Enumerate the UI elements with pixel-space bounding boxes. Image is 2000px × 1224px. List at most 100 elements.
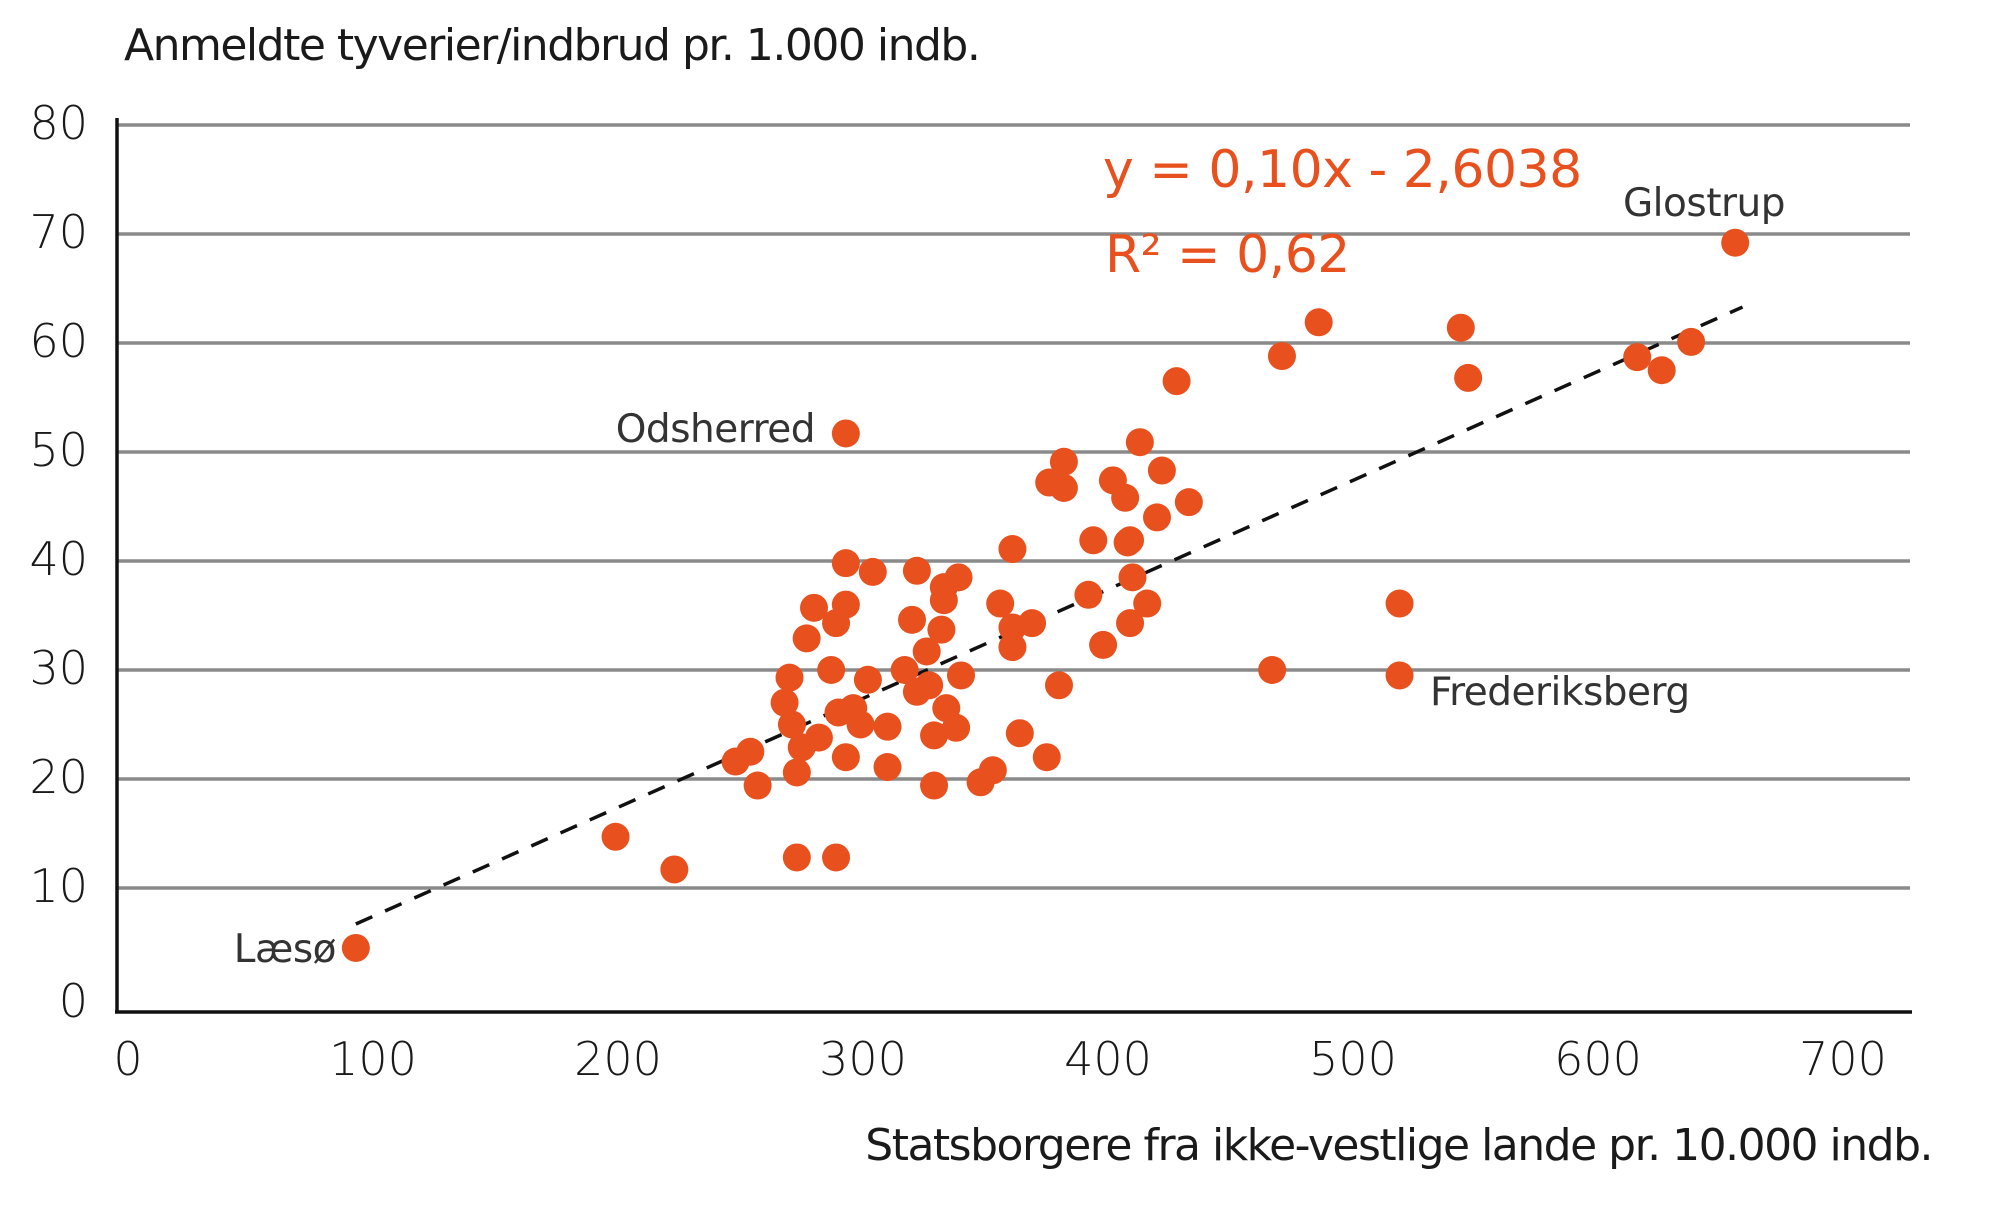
x-axis-title: Statsborgere fra ikke-vestlige lande pr.… [865,1120,1932,1171]
x-tick-label: 100 [329,1032,417,1086]
data-point [831,743,860,772]
data-point [1446,313,1475,342]
data-point [1116,609,1145,638]
data-point [831,549,860,578]
y-axis-tick-labels: 0 10 20 30 40 50 60 70 80 [29,96,88,1028]
data-point [986,589,1015,618]
data-point [853,665,882,694]
data-point [912,637,941,666]
data-point [782,758,811,787]
x-tick-label: 0 [113,1032,142,1086]
data-point [1721,228,1750,257]
data-point [1385,589,1414,618]
data-point [1304,308,1333,337]
data-point [929,586,958,615]
data-point [743,771,772,800]
y-tick-label: 50 [29,423,88,477]
y-tick-label: 70 [29,205,88,259]
data-point [902,556,931,585]
data-point [1143,503,1171,532]
x-axis-tick-labels: 0 100 200 300 400 500 600 700 [113,1032,1887,1086]
r-squared-label: R² = 0,62 [1105,225,1350,285]
data-point [822,843,851,872]
y-tick-label: 80 [29,96,88,150]
data-point [770,688,799,717]
data-point [341,933,370,962]
data-point [944,563,973,592]
data-point [1647,356,1676,385]
data-point [1049,447,1078,476]
data-point [1079,526,1108,555]
data-point [1074,580,1103,609]
x-tick-label: 400 [1064,1032,1152,1086]
y-tick-label: 60 [29,314,88,368]
y-tick-label: 30 [29,641,88,695]
y-tick-label: 40 [29,532,88,586]
data-point [1125,428,1154,457]
data-point [782,843,811,872]
data-point [817,656,846,684]
data-point [804,723,833,752]
data-point [775,663,804,692]
data-point [1111,483,1140,512]
data-point [601,822,630,851]
data-point [998,633,1027,662]
data-point [1032,743,1061,772]
data-point [998,535,1027,564]
data-point [1147,456,1176,485]
trendline [355,305,1744,926]
data-point [927,615,956,644]
data-point [846,710,875,739]
y-tick-label: 0 [59,974,88,1028]
data-point [858,557,887,586]
data-point [1258,656,1287,684]
data-point [978,756,1007,785]
data-point [1049,473,1078,502]
data-point [898,605,926,634]
x-tick-label: 200 [574,1032,662,1086]
data-point [831,590,860,619]
data-point [915,671,944,700]
data-point [920,771,949,800]
data-point [1118,563,1147,592]
data-point [792,624,821,653]
data-point [947,661,975,690]
data-point [1045,671,1073,700]
x-tick-label: 700 [1799,1032,1887,1086]
data-point [890,656,919,684]
data-point [1133,589,1162,618]
x-tick-label: 500 [1309,1032,1397,1086]
data-point [800,593,828,622]
data-point [1174,488,1203,517]
label-odsherred: Odsherred [616,407,815,452]
y-tick-label: 20 [29,750,88,804]
data-point [1116,526,1145,555]
data-point [920,721,949,750]
data-point [873,753,902,782]
data-point [1267,342,1296,371]
data-point [1385,661,1414,690]
data-point [831,419,860,448]
gridlines [117,123,1910,890]
y-tick-label: 10 [29,859,88,913]
data-point [942,713,971,742]
data-point [873,712,902,741]
data-points [341,228,1750,962]
label-frederiksberg: Frederiksberg [1430,670,1690,715]
data-point [736,737,765,766]
data-point [1677,327,1706,356]
data-point [777,710,806,739]
label-glostrup: Glostrup [1623,181,1785,226]
data-point [1623,343,1652,372]
data-point [660,855,689,884]
data-point [1089,630,1118,659]
data-point [1005,719,1034,748]
x-tick-label: 600 [1554,1032,1642,1086]
label-laeso: Læsø [234,927,336,972]
trendline-equation: y = 0,10x - 2,6038 [1103,140,1582,200]
data-point [1162,367,1191,396]
data-point [1454,363,1483,392]
data-point [1018,609,1047,638]
